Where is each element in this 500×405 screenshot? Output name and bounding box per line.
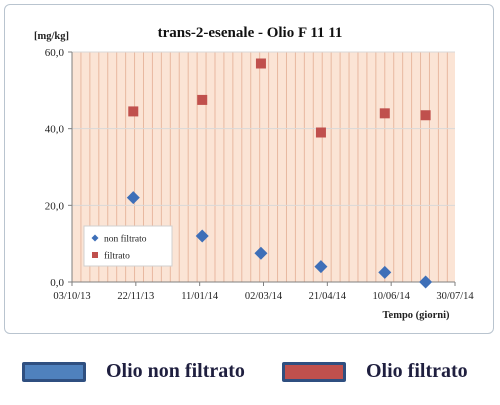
data-point-non-filtrato <box>254 246 268 260</box>
x-tick-label: 02/03/14 <box>245 291 283 302</box>
legend-label-filtrato: filtrato <box>104 251 130 262</box>
chart-title: trans-2-esenale - Olio F 11 11 <box>158 25 343 41</box>
y-tick-label: 40,0 <box>45 124 65 136</box>
x-tick-label: 30/07/14 <box>436 291 474 302</box>
data-point-filtrato <box>197 94 208 105</box>
x-tick-label: 10/06/14 <box>372 291 410 302</box>
data-point-filtrato <box>255 58 266 69</box>
data-point-filtrato <box>315 127 326 138</box>
bottom-legend: Olio non filtrato Olio filtrato <box>0 360 500 400</box>
y-axis-label: [mg/kg] <box>34 31 69 42</box>
data-point-filtrato <box>420 110 431 121</box>
x-tick-label: 21/04/14 <box>309 291 347 302</box>
legend-label-non-filtrato: non filtrato <box>104 234 147 245</box>
legend-marker-non-filtrato <box>91 234 99 242</box>
data-point-filtrato <box>128 106 139 117</box>
legend-marker-filtrato <box>92 252 98 258</box>
x-tick-label: 03/10/13 <box>53 291 90 302</box>
bottom-legend-item-non-filtrato: Olio non filtrato <box>22 360 245 383</box>
y-tick-label: 20,0 <box>45 200 65 212</box>
plot-legend <box>83 225 173 267</box>
data-point-non-filtrato <box>378 265 392 279</box>
legend-swatch-filtrato <box>282 361 346 382</box>
data-point-filtrato <box>379 108 390 119</box>
x-tick-label: 11/01/14 <box>181 291 219 302</box>
legend-label-filtrato: Olio filtrato <box>366 360 468 382</box>
y-tick-label: 60,0 <box>45 47 65 59</box>
data-point-non-filtrato <box>314 260 328 274</box>
data-point-non-filtrato <box>195 229 209 243</box>
x-axis-label: Tempo (giorni) <box>383 310 450 321</box>
data-point-non-filtrato <box>126 191 140 205</box>
data-point-non-filtrato <box>419 275 433 289</box>
legend-swatch-non-filtrato <box>22 361 86 382</box>
bottom-legend-item-filtrato: Olio filtrato <box>282 360 468 383</box>
y-tick-label: 0,0 <box>50 277 64 289</box>
legend-label-non-filtrato: Olio non filtrato <box>106 360 245 382</box>
x-tick-label: 22/11/13 <box>117 291 154 302</box>
